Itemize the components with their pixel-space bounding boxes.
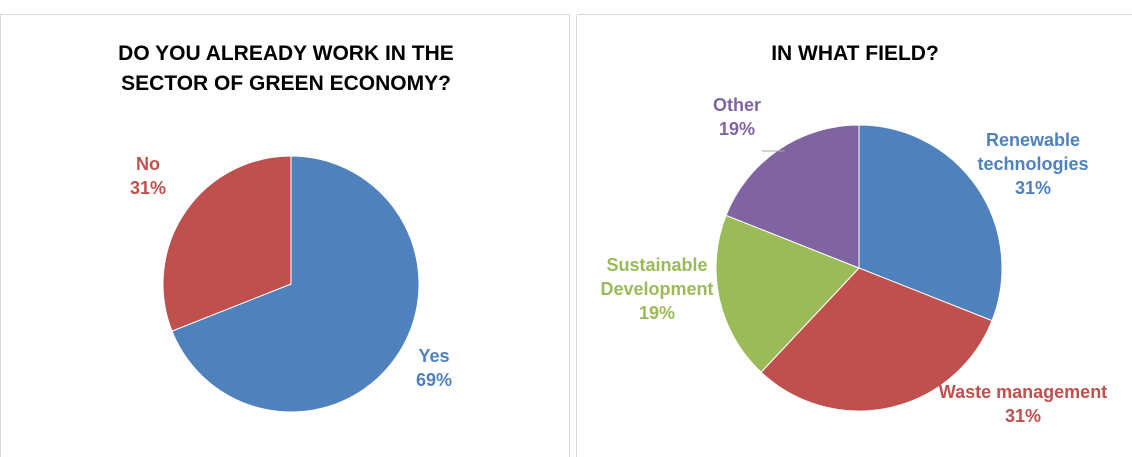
chart-title-left-line-2: SECTOR OF GREEN ECONOMY? bbox=[121, 72, 451, 95]
data-label-no: No 31% bbox=[130, 154, 166, 198]
chart-title-left: DO YOU ALREADY WORK IN THE SECTOR OF GRE… bbox=[41, 39, 531, 99]
data-label-percent: 69% bbox=[416, 370, 452, 390]
data-label-category: Development bbox=[600, 279, 713, 299]
pie-slice-waste-management bbox=[760, 267, 993, 412]
data-label-category: Sustainable bbox=[606, 255, 707, 275]
pie-chart-left: Yes 69% No 31% bbox=[130, 154, 452, 413]
data-label-percent: 31% bbox=[1015, 178, 1051, 198]
chart-title-right-line-1: IN WHAT FIELD? bbox=[771, 42, 939, 65]
data-label-category: Yes bbox=[418, 346, 449, 366]
data-label-percent: 31% bbox=[1005, 406, 1041, 426]
data-label-yes: Yes 69% bbox=[416, 346, 452, 390]
chart-title-right: IN WHAT FIELD? bbox=[578, 39, 1132, 69]
data-label-percent: 19% bbox=[639, 303, 675, 323]
data-label-waste-management: Waste management 31% bbox=[939, 382, 1107, 426]
data-label-category: Waste management bbox=[939, 382, 1107, 402]
data-label-renewable-technologies: Renewable technologies 31% bbox=[977, 130, 1088, 198]
pie-slice-other bbox=[725, 124, 860, 269]
data-label-percent: 31% bbox=[130, 178, 166, 198]
panel-divider bbox=[576, 14, 577, 457]
data-label-other: Other 19% bbox=[713, 95, 761, 139]
pie-slice-no bbox=[162, 155, 292, 332]
pie-chart-right: Renewable technologies 31%Waste management… bbox=[600, 95, 1107, 426]
pie-slice-sustainable-development bbox=[715, 214, 860, 373]
data-label-sustainable-development: Sustainable Development 19% bbox=[600, 255, 713, 323]
data-label-category: Other bbox=[713, 95, 761, 115]
chart-title-left-line-1: DO YOU ALREADY WORK IN THE bbox=[118, 42, 454, 65]
data-label-category: No bbox=[136, 154, 160, 174]
data-label-category: technologies bbox=[977, 154, 1088, 174]
data-label-percent: 19% bbox=[719, 119, 755, 139]
data-label-category: Renewable bbox=[986, 130, 1080, 150]
pie-slice-yes bbox=[171, 155, 420, 413]
pie-slice-renewable-technologies bbox=[858, 124, 1003, 322]
